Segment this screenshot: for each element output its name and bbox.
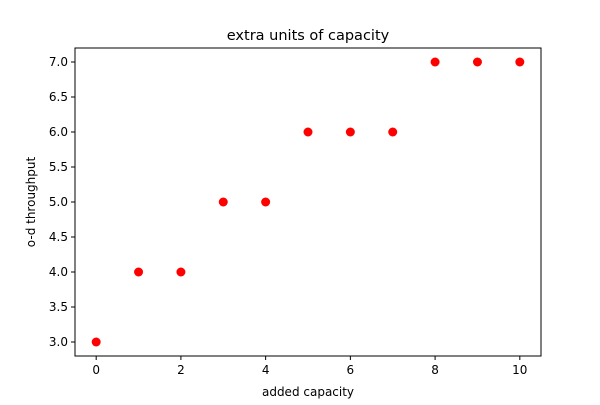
data-point <box>218 197 228 207</box>
y-tick-label: 5.0 <box>49 195 68 209</box>
data-point <box>176 267 186 277</box>
y-tick-label: 4.0 <box>49 265 68 279</box>
x-axis-label: added capacity <box>262 385 354 399</box>
data-point <box>91 337 101 347</box>
data-point <box>345 127 355 137</box>
x-tick-label: 6 <box>347 363 355 377</box>
x-tick-label: 10 <box>512 363 527 377</box>
data-point <box>388 127 398 137</box>
y-axis-label: o-d throughput <box>24 157 38 248</box>
y-tick-label: 7.0 <box>49 55 68 69</box>
y-tick-label: 3.5 <box>49 300 68 314</box>
x-tick-label: 4 <box>262 363 270 377</box>
x-axis: 0 2 4 6 8 10 <box>92 356 527 377</box>
data-points <box>91 57 525 347</box>
y-tick-label: 3.0 <box>49 335 68 349</box>
data-point <box>515 57 525 67</box>
data-point <box>430 57 440 67</box>
x-tick-label: 2 <box>177 363 185 377</box>
y-tick-label: 6.5 <box>49 90 68 104</box>
data-point <box>303 127 313 137</box>
data-point <box>134 267 144 277</box>
y-tick-label: 6.0 <box>49 125 68 139</box>
x-tick-label: 8 <box>431 363 439 377</box>
y-tick-label: 5.5 <box>49 160 68 174</box>
plot-area-frame <box>74 47 542 357</box>
y-tick-label: 4.5 <box>49 230 68 244</box>
chart-title: extra units of capacity <box>227 28 390 44</box>
y-axis: 3.0 3.5 4.0 4.5 5.0 5.5 6.0 6.5 7.0 <box>49 55 75 349</box>
data-point <box>472 57 482 67</box>
x-tick-label: 0 <box>92 363 100 377</box>
data-point <box>261 197 271 207</box>
